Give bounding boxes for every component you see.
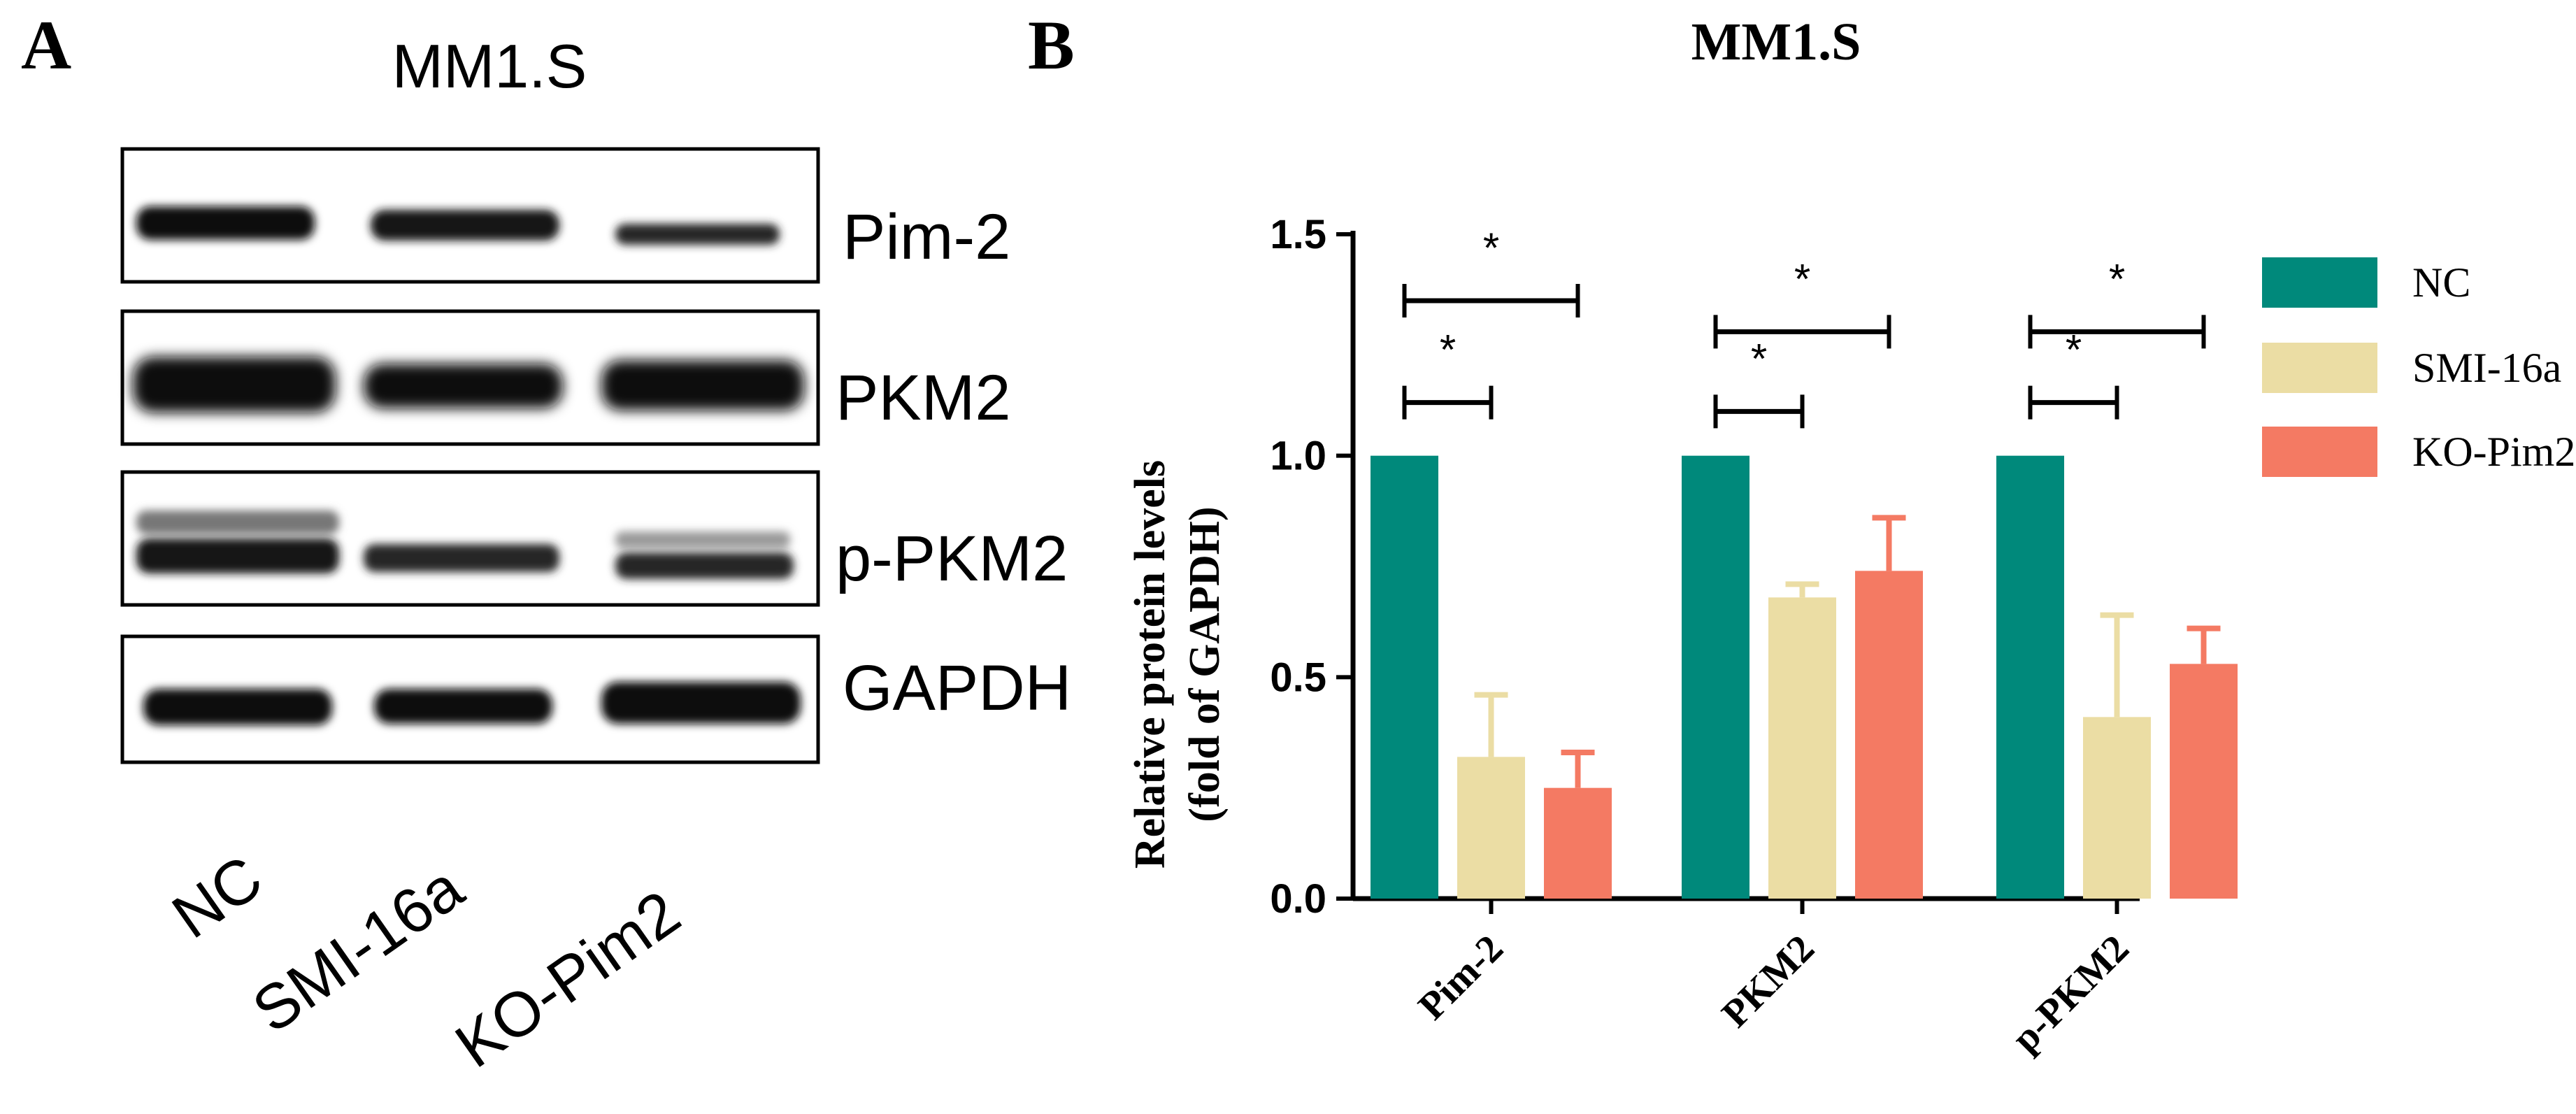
y-axis-label-line1: Relative protein levels: [1126, 460, 1174, 869]
blot-p-pkm2: p-PKM2: [120, 470, 1068, 607]
bar-smi-16a: [1768, 597, 1836, 899]
bar-ko-pim2: [1544, 787, 1612, 899]
y-tick-label: 0.5: [1270, 655, 1326, 700]
bar-nc: [1682, 455, 1749, 899]
significance-star: *: [1440, 327, 1456, 373]
significance-star: *: [2109, 255, 2125, 302]
lane-label-ko-pim2: KO-Pim2: [443, 878, 692, 1081]
x-tick-label: PKM2: [1714, 927, 1823, 1036]
y-tick-label: 1.0: [1270, 434, 1326, 479]
blot-pim2: Pim-2: [120, 147, 1010, 284]
legend: NC SMI-16a KO-Pim2: [2262, 257, 2575, 477]
significance-star: *: [1483, 224, 1499, 271]
x-tick-label: p-PKM2: [2003, 927, 2137, 1060]
legend-swatch-nc: [2262, 257, 2377, 308]
bar-ko-pim2: [2170, 664, 2238, 899]
y-tick-label: 1.5: [1270, 212, 1326, 257]
significance-star: *: [1751, 335, 1767, 382]
legend-swatch-ko-pim2: [2262, 427, 2377, 477]
legend-label: KO-Pim2: [2412, 429, 2575, 475]
bar-smi-16a: [1457, 757, 1525, 899]
bar-nc: [1371, 455, 1438, 899]
bar-smi-16a: [2083, 717, 2151, 899]
lane-label-nc: NC: [160, 843, 275, 952]
panel-b: B MM1.S Relative protein levels (fold of…: [1028, 6, 2575, 1061]
bar-nc: [1996, 455, 2064, 899]
blot-label-pkm2: PKM2: [836, 362, 1011, 434]
y-axis-label-line2: (fold of GAPDH): [1181, 506, 1229, 822]
significance-star: *: [2066, 327, 2082, 373]
lane-label-smi16a: SMI-16a: [241, 852, 476, 1047]
panel-a: A MM1.S Pim-2 PKM2 p-PKM2: [21, 6, 1071, 1081]
y-tick-label: 0.0: [1270, 876, 1326, 922]
panel-a-letter: A: [21, 6, 71, 84]
legend-swatch-smi-16a: [2262, 343, 2377, 393]
blot-label-pim2: Pim-2: [843, 201, 1010, 273]
blot-pkm2: PKM2: [120, 309, 1011, 446]
bar-chart: 0.0 0.5 1.0 1.5 Pim-2 PKM2 p-PKM2 * * * * * *: [1270, 212, 2238, 1061]
significance-star: *: [1794, 255, 1810, 302]
blot-label-p-pkm2: p-PKM2: [836, 523, 1068, 594]
legend-label: NC: [2412, 259, 2470, 306]
blot-label-gapdh: GAPDH: [843, 652, 1071, 724]
bar-ko-pim2: [1855, 571, 1923, 899]
chart-title: MM1.S: [1691, 13, 1861, 71]
blot-gapdh: GAPDH: [120, 634, 1071, 764]
x-tick-label: Pim-2: [1410, 927, 1512, 1028]
panel-a-title: MM1.S: [392, 31, 587, 101]
legend-label: SMI-16a: [2412, 345, 2561, 391]
panel-b-letter: B: [1028, 6, 1075, 84]
